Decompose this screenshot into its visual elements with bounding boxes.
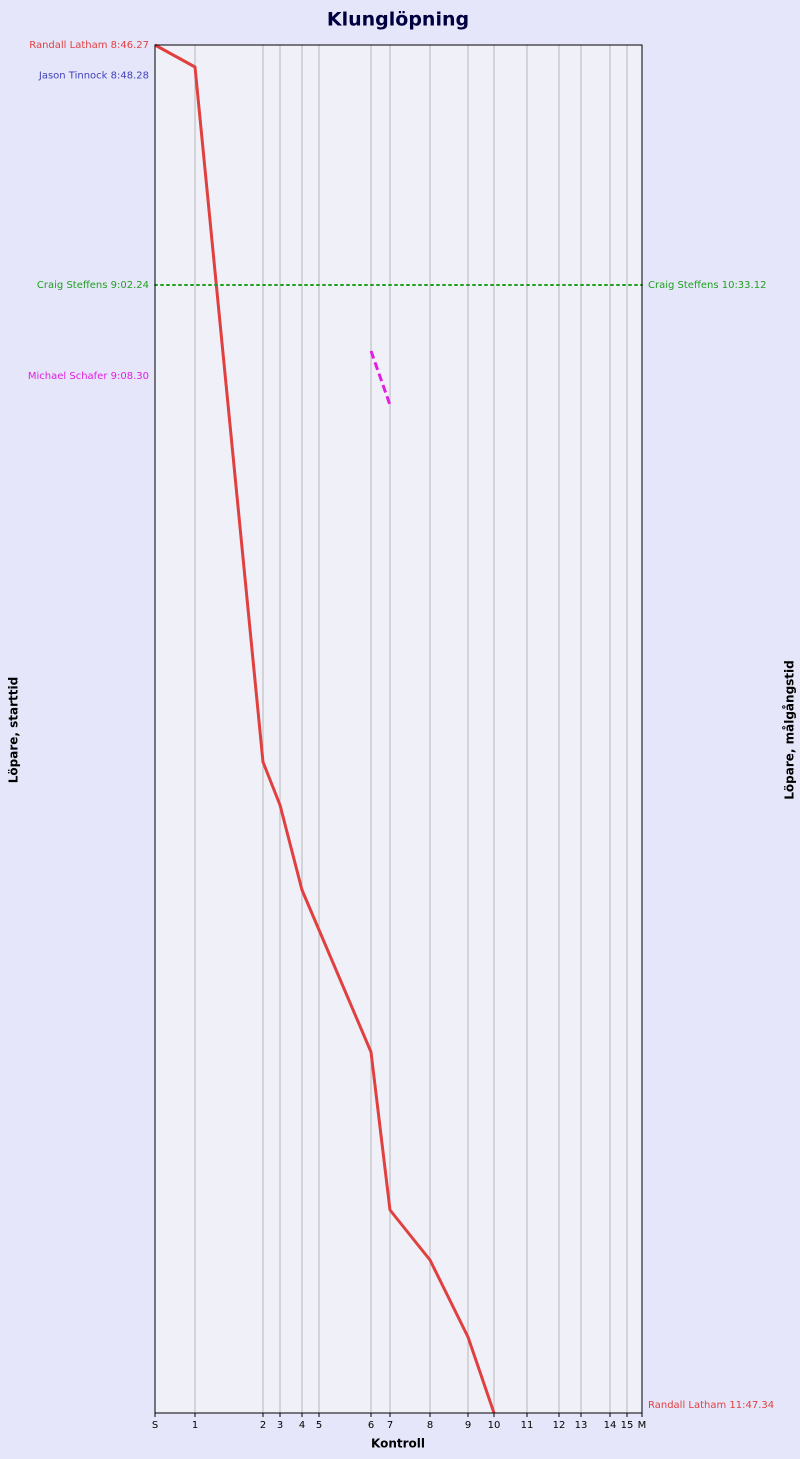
x-tick-label: M bbox=[638, 1420, 647, 1431]
finish-label: Craig Steffens 10:33.12 bbox=[648, 280, 766, 291]
finish-label: Randall Latham 11:47.34 bbox=[648, 1400, 774, 1411]
start-label: Jason Tinnock 8:48.28 bbox=[38, 70, 149, 81]
x-tick-label: 4 bbox=[299, 1420, 305, 1431]
start-label: Michael Schafer 9:08.30 bbox=[28, 371, 149, 382]
x-tick-label: 2 bbox=[260, 1420, 266, 1431]
runner-line bbox=[369, 350, 392, 406]
x-tick-label: 11 bbox=[521, 1420, 534, 1431]
grid bbox=[154, 45, 643, 1417]
x-tick-label: 5 bbox=[316, 1420, 322, 1431]
runner-line bbox=[154, 43, 496, 1414]
start-label: Randall Latham 8:46.27 bbox=[29, 40, 149, 51]
x-tick-label: 9 bbox=[465, 1420, 471, 1431]
x-tick-label: 14 bbox=[604, 1420, 617, 1431]
x-axis-label: Kontroll bbox=[371, 1437, 425, 1451]
x-tick-label: S bbox=[152, 1420, 158, 1431]
x-tick-label: 12 bbox=[553, 1420, 566, 1431]
x-tick-label: 6 bbox=[368, 1420, 374, 1431]
y-axis-label: Löpare, starttid bbox=[7, 677, 21, 783]
x-tick-label: 8 bbox=[427, 1420, 433, 1431]
x-tick-label: 3 bbox=[277, 1420, 283, 1431]
x-tick-label: 10 bbox=[488, 1420, 501, 1431]
start-label: Craig Steffens 9:02.24 bbox=[37, 280, 149, 291]
y2-axis-label: Löpare, målgångstid bbox=[783, 660, 797, 800]
plot-area bbox=[155, 45, 642, 1413]
x-tick-label: 7 bbox=[387, 1420, 393, 1431]
chart-title: Klunglöpning bbox=[327, 9, 469, 31]
x-tick-label: 15 bbox=[621, 1420, 634, 1431]
lines bbox=[154, 43, 643, 1414]
x-tick-label: 13 bbox=[575, 1420, 588, 1431]
x-tick-label: 1 bbox=[192, 1420, 198, 1431]
plot-border bbox=[154, 44, 643, 1414]
